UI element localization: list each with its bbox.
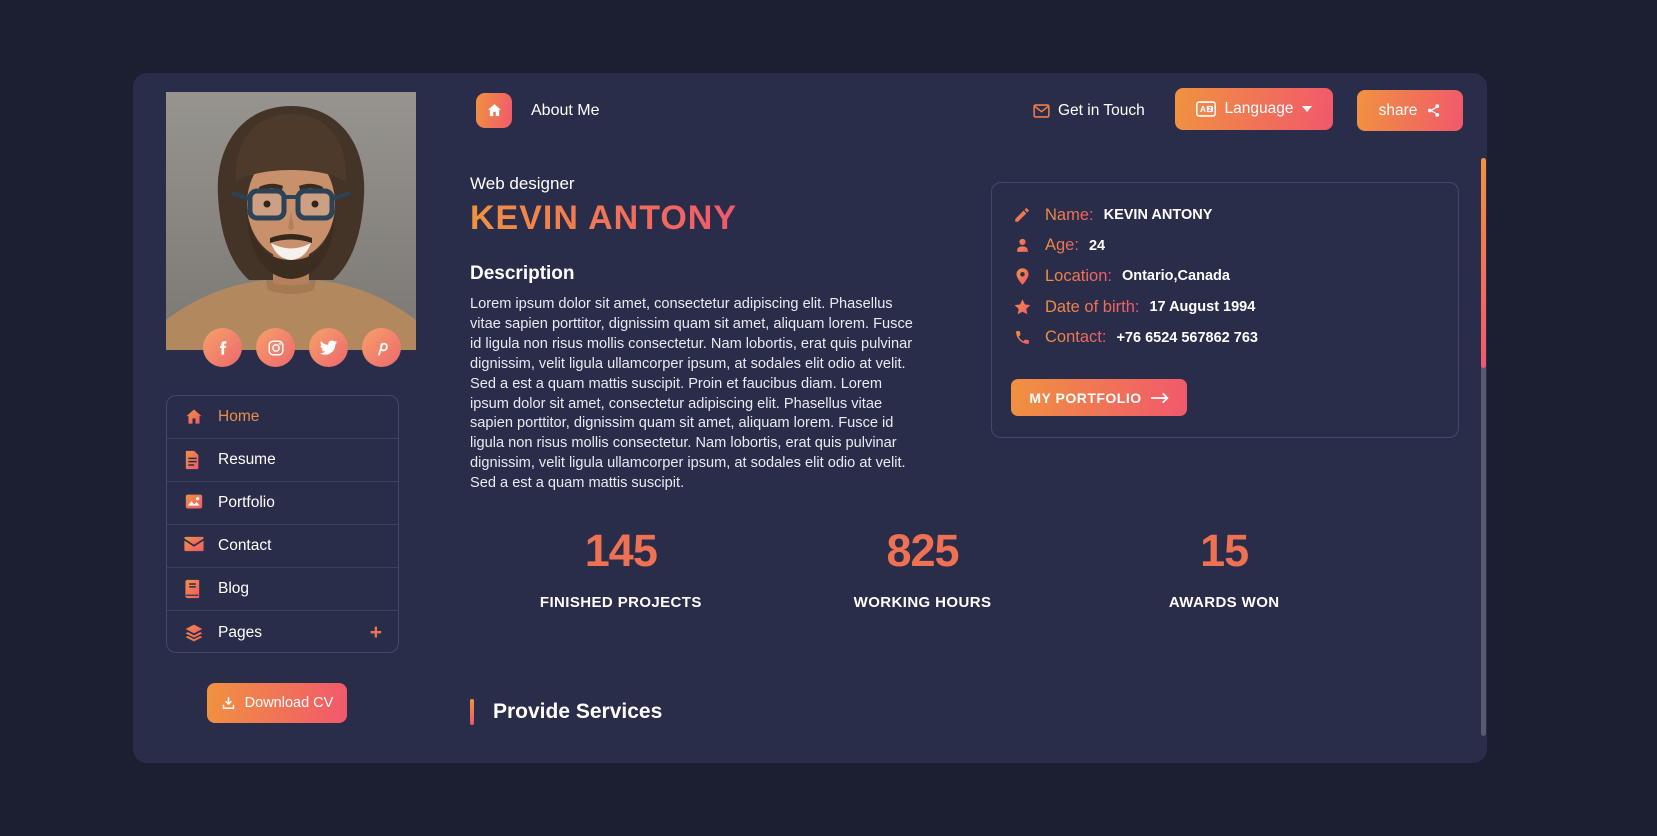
facebook-button[interactable] [203,328,242,367]
stat-working-hours: 825 WORKING HOURS [772,525,1074,611]
stat-finished-projects: 145 FINISHED PROJECTS [470,525,772,611]
pencil-icon [1011,204,1033,226]
sidebar-item-label: Home [218,408,260,425]
envelope-icon [1033,104,1050,118]
instagram-icon [267,339,285,357]
stat-value: 145 [584,525,658,576]
portrait-illustration [166,92,416,350]
get-in-touch-label: Get in Touch [1058,102,1145,119]
info-label: Name: [1045,205,1094,224]
my-portfolio-label: MY PORTFOLIO [1029,389,1142,406]
home-icon [486,102,503,119]
sidebar-item-portfolio[interactable]: Portfolio [167,482,398,525]
location-pin-icon [1011,265,1033,287]
portfolio-icon [184,493,204,513]
sidebar-item-label: Portfolio [218,494,275,511]
breadcrumb: About Me [531,102,600,119]
stat-label: WORKING HOURS [853,594,992,611]
facebook-icon [214,339,232,357]
info-value: Ontario,Canada [1121,268,1230,285]
info-label: Contact: [1045,328,1107,347]
expand-pages-button[interactable]: + [369,620,382,644]
blog-icon [184,579,204,599]
my-portfolio-button[interactable]: MY PORTFOLIO [1011,379,1187,416]
sidebar-item-label: Contact [218,537,272,554]
sidebar-item-contact[interactable]: Contact [167,525,398,568]
sidebar-item-label: Blog [218,580,250,597]
profile-photo [166,92,416,350]
twitter-button[interactable] [309,328,348,367]
star-icon [1011,296,1033,318]
info-row-name: Name: KEVIN ANTONY [1011,200,1458,231]
caret-down-icon [1302,106,1313,112]
share-nodes-icon [1426,103,1441,118]
job-title: Web designer [470,174,575,193]
stat-value: 825 [886,525,959,576]
stat-label: FINISHED PROJECTS [539,594,702,611]
info-row-contact: Contact: +76 6524 567862 763 [1011,322,1458,353]
pinterest-button[interactable] [362,328,401,367]
sidebar-item-pages[interactable]: Pages + [167,611,398,654]
info-row-location: Location: Ontario,Canada [1011,261,1458,292]
envelope-icon [184,536,204,556]
sidebar-item-blog[interactable]: Blog [167,568,398,611]
description-heading: Description [470,263,575,284]
person-icon [1011,235,1033,257]
pages-icon [184,623,204,643]
sidebar-item-label: Resume [218,451,276,468]
download-cv-button[interactable]: Download CV [207,683,347,723]
scrollbar-thumb[interactable] [1481,158,1486,368]
stat-label: AWARDS WON [1168,594,1280,611]
info-value: 24 [1088,237,1106,254]
person-name-heading: KEVIN ANTONY [470,199,738,237]
info-value: KEVIN ANTONY [1103,207,1213,224]
instagram-button[interactable] [256,328,295,367]
sidebar-item-resume[interactable]: Resume [167,439,398,482]
sidebar-item-label: Pages [218,623,262,641]
info-label: Location: [1045,266,1112,285]
info-row-date-of-birth: Date of birth: 17 August 1994 [1011,292,1458,323]
stat-awards-won: 15 AWARDS WON [1073,525,1375,611]
phone-icon [1011,327,1033,349]
download-icon [221,696,236,711]
sidebar-nav: Home Resume Portfolio Contact Blog Pages… [166,395,399,653]
accent-bar [470,699,474,725]
info-value: +76 6524 567862 763 [1116,329,1258,346]
get-in-touch-link[interactable]: Get in Touch [1033,97,1145,125]
resume-icon [184,450,204,470]
home-button[interactable] [476,93,512,128]
sidebar-item-home[interactable]: Home [167,396,398,439]
description-text: Lorem ipsum dolor sit amet, consectetur … [470,296,913,492]
share-button[interactable]: share [1357,90,1463,131]
arrow-right-icon [1150,392,1169,404]
info-row-age: Age: 24 [1011,231,1458,262]
stats-row: 145 FINISHED PROJECTS 825 WORKING HOURS … [470,525,1375,611]
svg-text:2: 2 [1208,107,1211,113]
stat-value: 15 [1200,525,1249,576]
language-label: Language [1224,100,1294,117]
info-label: Age: [1045,236,1079,255]
info-value: 17 August 1994 [1149,299,1256,316]
pinterest-icon [373,339,391,357]
provide-services-section: Provide Services [470,699,662,725]
share-label: share [1378,101,1418,119]
svg-text:A: A [1199,104,1205,114]
home-icon [184,407,204,427]
download-cv-label: Download CV [244,695,334,711]
twitter-icon [319,340,338,356]
personal-info-panel: Name: KEVIN ANTONY Age: 24 Location: Ont… [991,182,1459,438]
info-label: Date of birth: [1045,297,1140,316]
provide-services-heading: Provide Services [493,700,663,723]
scrollbar-track[interactable] [1481,158,1486,736]
